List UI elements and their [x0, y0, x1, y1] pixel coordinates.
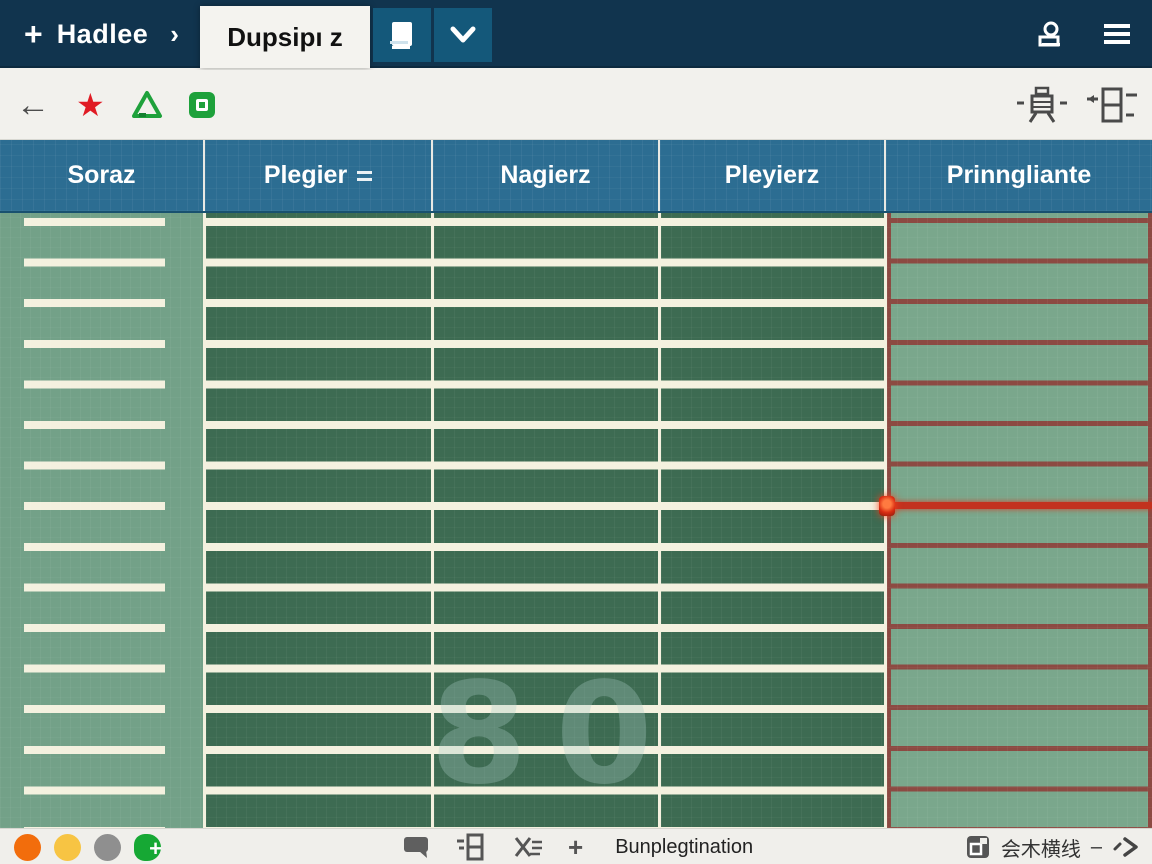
table-column-plegier-body[interactable]: [203, 213, 431, 828]
app-title: Hadlee: [56, 18, 149, 49]
chevron-right-icon[interactable]: [1112, 835, 1142, 859]
table-header-row: Soraz Plegier Nagierz Pleyierz Prinnglia…: [0, 140, 1152, 213]
row-label-bars: [24, 213, 165, 828]
column-header-nagierz[interactable]: Nagierz: [431, 140, 658, 211]
display-icon[interactable]: [965, 834, 991, 860]
table-column-nagierz-body[interactable]: [431, 213, 658, 828]
table-column-prinngliante-body[interactable]: [879, 213, 1152, 828]
top-bar: + Hadlee › Dupsipı z: [0, 0, 1152, 68]
column-header-label: Soraz: [67, 161, 136, 189]
toolbar: ← ★: [0, 70, 1152, 195]
status-bar: + + Bunplegtination: [0, 828, 1152, 864]
document-button[interactable]: [373, 8, 431, 62]
column-header-label: Nagierz: [500, 161, 591, 189]
column-header-label: Prinngliante: [946, 161, 1092, 189]
chat-icon[interactable]: [402, 835, 432, 859]
dash-separator: –: [1090, 835, 1102, 858]
status-dot-gray[interactable]: [94, 833, 121, 861]
status-label: Bunplegtination: [615, 835, 754, 858]
chevron-down-icon: [450, 26, 476, 43]
breadcrumb-chevron-icon: ›: [170, 18, 179, 49]
triangle-icon[interactable]: [131, 90, 163, 120]
row-insert-indicator[interactable]: [879, 496, 1152, 516]
column-header-prinngliante[interactable]: Prinngliante: [884, 140, 1152, 211]
status-dot-yellow[interactable]: [54, 833, 81, 861]
tab-dropdown-button[interactable]: [434, 8, 492, 62]
column-header-label: Plegier: [263, 161, 348, 189]
column-header-pleyierz[interactable]: Pleyierz: [658, 140, 884, 211]
plus-icon: +: [149, 835, 162, 861]
column-header-label: Pleyierz: [724, 161, 820, 189]
green-square-inner: [195, 99, 208, 111]
green-square-icon[interactable]: [188, 92, 215, 118]
strike-x-icon[interactable]: [510, 834, 544, 860]
column-header-soraz[interactable]: Soraz: [0, 140, 203, 211]
star-icon[interactable]: ★: [76, 87, 105, 123]
table-column-soraz-body[interactable]: [0, 213, 203, 828]
tab-label: Dupsipı z: [227, 21, 343, 52]
user-icon[interactable]: [1036, 19, 1064, 49]
plus-icon[interactable]: +: [568, 832, 584, 862]
filter-icon[interactable]: [357, 170, 373, 181]
status-dot-green-add[interactable]: +: [134, 833, 162, 861]
hamburger-menu-icon[interactable]: [1102, 22, 1132, 46]
column-header-plegier[interactable]: Plegier: [203, 140, 431, 211]
table-column-pleyierz-body[interactable]: [658, 213, 884, 828]
layout-glyph-icon[interactable]: [1016, 85, 1068, 125]
insert-indicator-handle[interactable]: [879, 496, 895, 516]
split-panel-icon[interactable]: [456, 833, 486, 861]
status-dot-orange[interactable]: [14, 833, 41, 861]
panel-glyph-icon[interactable]: [1086, 85, 1138, 125]
back-icon[interactable]: ←: [16, 86, 50, 124]
highlighted-column-region: [887, 213, 1152, 828]
tab-active[interactable]: Dupsipı z: [200, 6, 370, 68]
cjk-status-text: 会木横线: [1000, 838, 1081, 861]
plus-icon[interactable]: +: [24, 16, 43, 52]
table-body: 80 Ug: [0, 213, 1152, 864]
document-icon: [390, 22, 412, 49]
